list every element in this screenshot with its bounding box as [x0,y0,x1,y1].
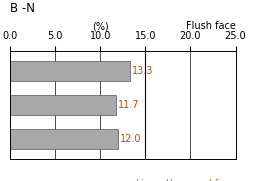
Text: B -N: B -N [10,2,35,15]
Text: 11.7: 11.7 [118,100,139,110]
Text: (%): (%) [92,21,109,31]
Bar [10,129,118,149]
Text: 13.3: 13.3 [132,66,153,76]
Text: Lipped/grooved face: Lipped/grooved face [136,179,236,181]
Bar [10,61,130,81]
Text: 12.0: 12.0 [120,134,142,144]
Text: Flush face: Flush face [186,21,236,31]
Bar [10,95,116,115]
